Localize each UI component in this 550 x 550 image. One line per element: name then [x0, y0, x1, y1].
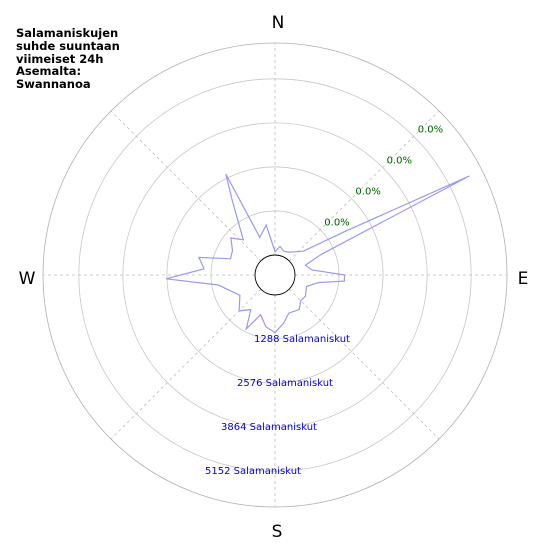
spoke-225: [110, 288, 262, 440]
radial-count-label-2: 2576 Salamaniskut: [237, 378, 333, 389]
spoke-45: [288, 110, 440, 262]
radial-count-label-4: 5152 Salamaniskut: [205, 466, 301, 477]
spoke-315: [110, 110, 262, 262]
chart-title: Salamaniskujen suhde suuntaan viimeiset …: [16, 26, 120, 92]
percent-label-3: 0.0%: [387, 155, 412, 166]
direction-label-e: E: [518, 269, 529, 289]
percent-label-1: 0.0%: [324, 218, 349, 229]
radial-count-label-3: 3864 Salamaniskut: [221, 422, 317, 433]
center-circle: [254, 254, 296, 296]
direction-label-n: N: [272, 13, 285, 33]
grid-ring-2: [166, 166, 384, 384]
percent-label-2: 0.0%: [355, 187, 380, 198]
direction-label-s: S: [272, 522, 283, 542]
direction-label-w: W: [19, 269, 36, 289]
spoke-135: [288, 288, 440, 440]
radial-count-label-1: 1288 Salamaniskut: [254, 334, 350, 345]
percent-label-4: 0.0%: [418, 124, 443, 135]
lightning-series-line: [166, 173, 470, 334]
direction-spokes: [43, 43, 507, 507]
